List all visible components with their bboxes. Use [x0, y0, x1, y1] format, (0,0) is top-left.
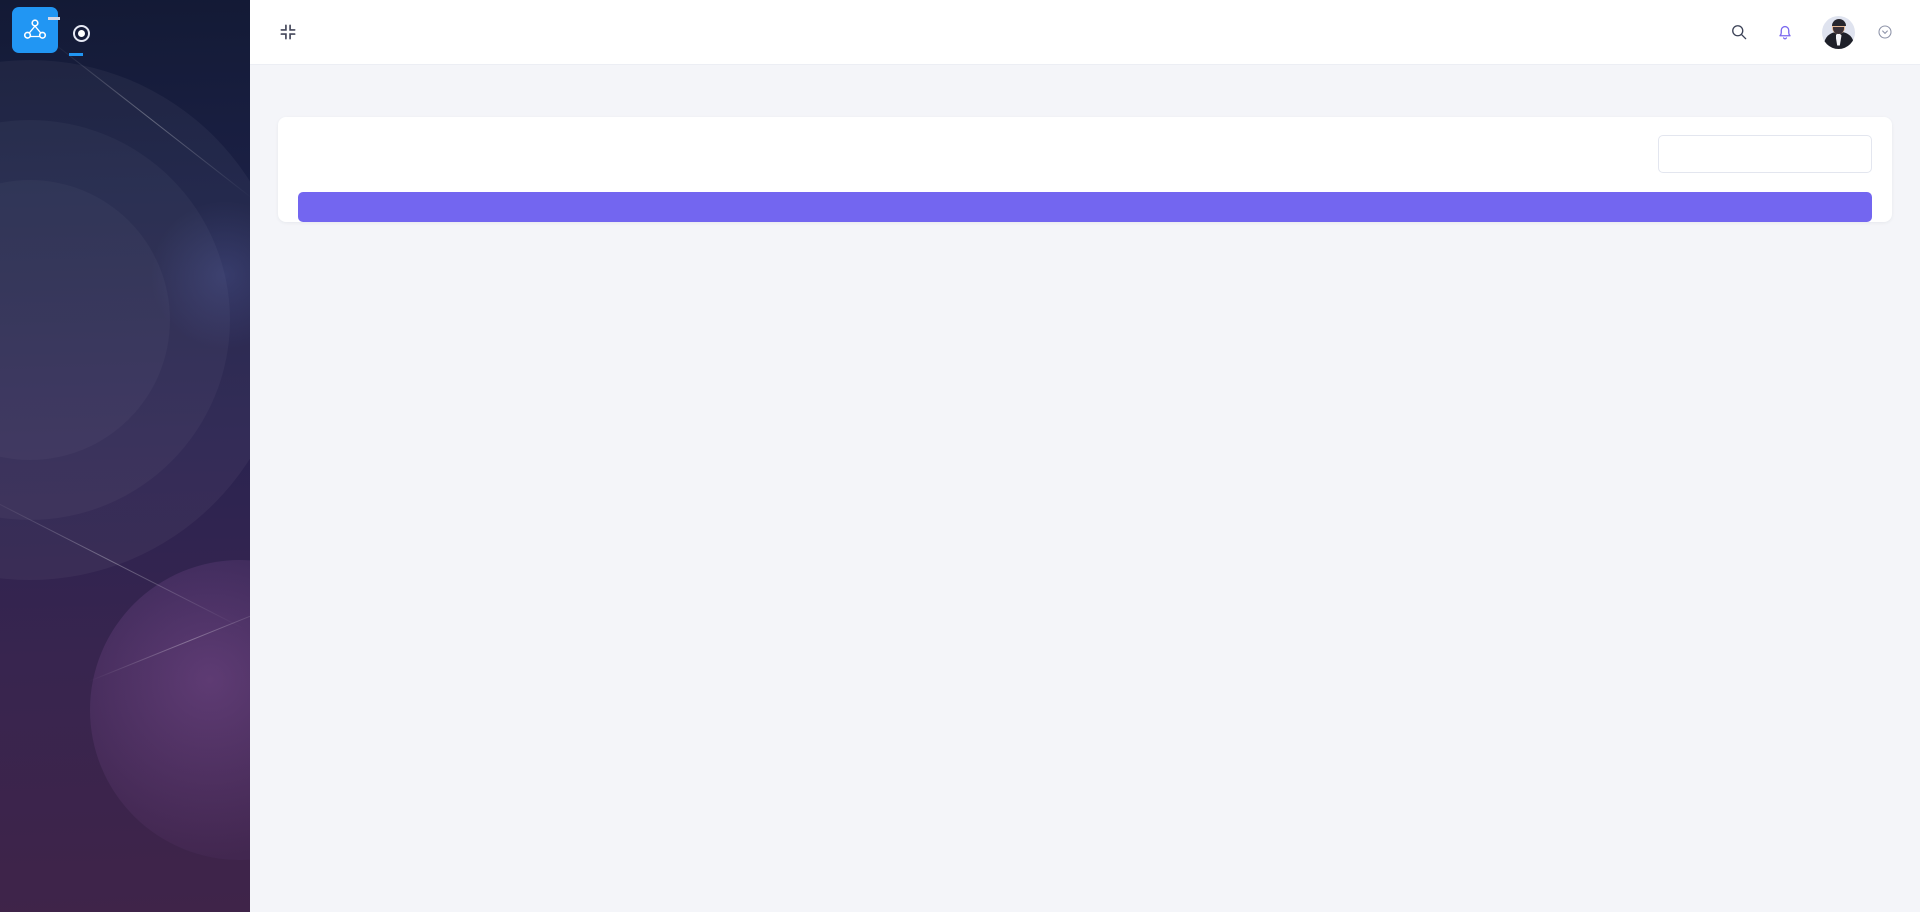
extensions-card	[278, 117, 1892, 222]
compress-icon[interactable]	[278, 22, 298, 42]
sidebar-nav	[0, 60, 250, 74]
brand-dot-icon	[73, 24, 90, 42]
table-header	[298, 192, 1872, 222]
column-header-action	[1085, 192, 1872, 222]
extensions-table	[298, 192, 1872, 222]
sidebar-section-label	[0, 74, 250, 98]
sidebar-decoration	[0, 120, 230, 520]
chevron-down-circle-icon[interactable]	[1877, 24, 1893, 40]
column-header-extension	[298, 192, 1085, 222]
sidebar-decoration	[150, 200, 250, 350]
page-content	[250, 65, 1920, 912]
user-menu[interactable]	[1822, 15, 1893, 49]
main-area	[250, 0, 1920, 912]
bell-icon[interactable]	[1762, 9, 1808, 55]
brand-logo[interactable]	[0, 0, 250, 60]
topbar	[250, 0, 1920, 65]
sidebar	[0, 0, 250, 912]
network-users-icon	[12, 7, 58, 53]
search-icon[interactable]	[1716, 9, 1762, 55]
search-input[interactable]	[1658, 135, 1872, 173]
sidebar-decoration	[87, 598, 250, 683]
page-title	[278, 89, 1892, 117]
sidebar-decoration	[90, 560, 250, 860]
sidebar-decoration	[0, 491, 244, 630]
sidebar-decoration	[0, 60, 250, 580]
sidebar-decoration	[0, 180, 170, 460]
table-header-row	[298, 192, 1872, 222]
topbar-right	[1716, 9, 1893, 55]
avatar	[1822, 15, 1855, 49]
card-toolbar	[298, 135, 1872, 192]
